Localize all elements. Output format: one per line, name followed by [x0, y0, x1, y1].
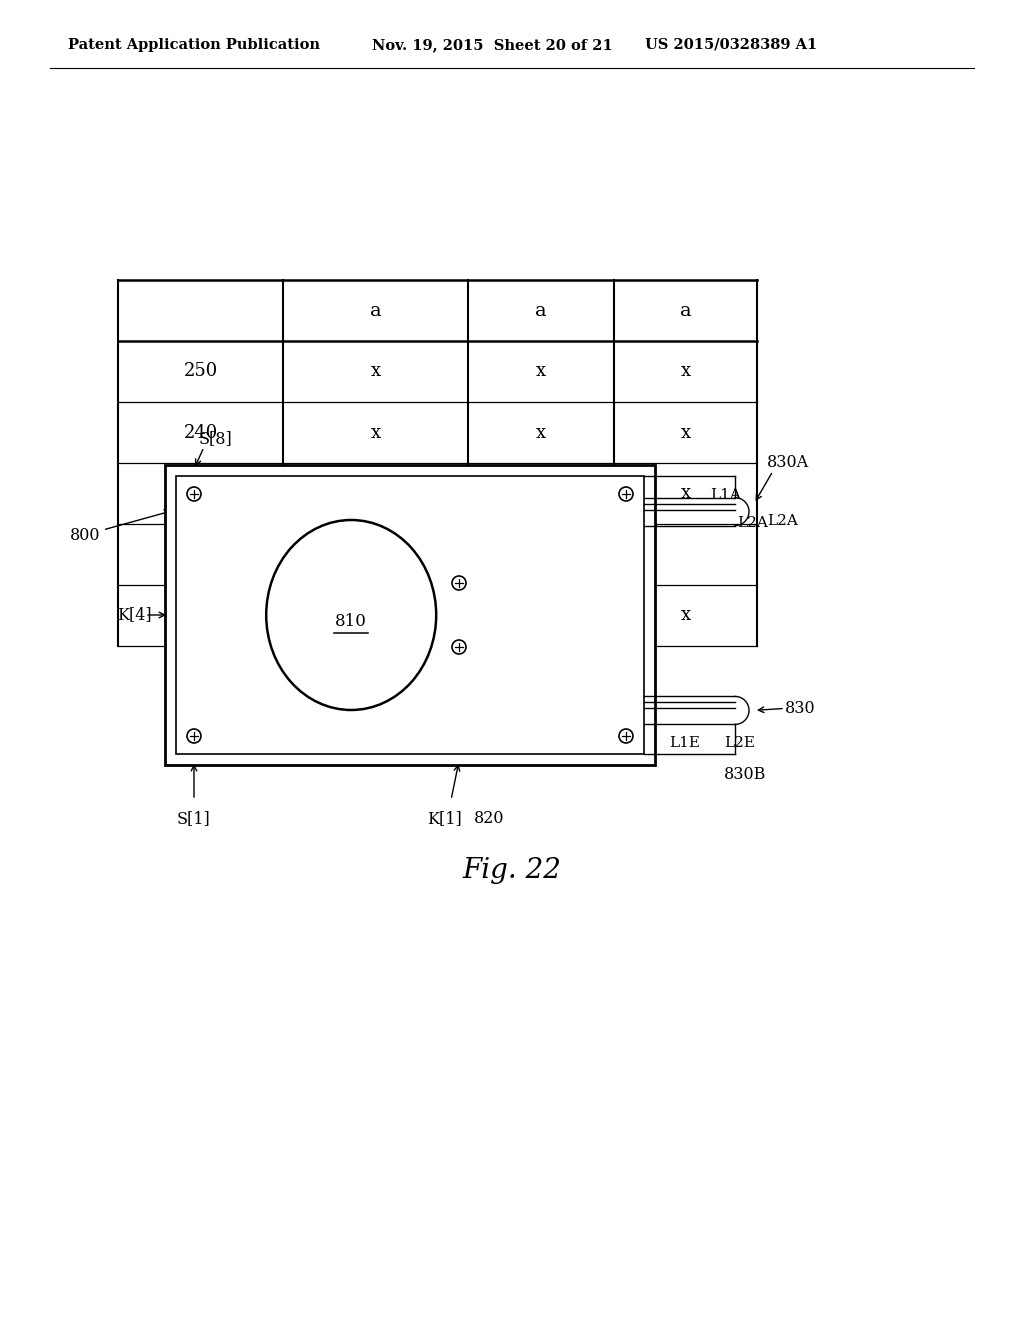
Text: 250: 250	[183, 363, 218, 380]
Text: 830: 830	[785, 700, 816, 717]
Text: x: x	[536, 363, 546, 380]
Text: L1E: L1E	[670, 737, 700, 750]
Text: 220: 220	[183, 545, 218, 564]
Text: 830A: 830A	[767, 454, 809, 471]
Text: a: a	[370, 301, 381, 319]
Text: S[1]: S[1]	[177, 810, 211, 828]
Ellipse shape	[266, 520, 436, 710]
Text: Nov. 19, 2015  Sheet 20 of 21: Nov. 19, 2015 Sheet 20 of 21	[372, 38, 612, 51]
Text: 800: 800	[70, 510, 171, 544]
Text: L2A: L2A	[737, 516, 768, 529]
Text: x: x	[536, 484, 546, 503]
Text: x: x	[371, 363, 381, 380]
Text: x: x	[680, 424, 690, 441]
Text: a: a	[536, 301, 547, 319]
Text: x: x	[536, 606, 546, 624]
Text: x: x	[371, 606, 381, 624]
Text: K[4]: K[4]	[117, 606, 152, 623]
Text: L2A: L2A	[767, 513, 798, 528]
Text: 830B: 830B	[724, 766, 766, 783]
Text: 230: 230	[183, 484, 218, 503]
Text: a: a	[680, 301, 691, 319]
Text: x: x	[680, 484, 690, 503]
Text: 810: 810	[335, 612, 368, 630]
Text: Fig. 22: Fig. 22	[463, 857, 561, 883]
Text: K[1]: K[1]	[427, 810, 462, 828]
Text: x: x	[536, 424, 546, 441]
Text: x: x	[680, 363, 690, 380]
Text: x: x	[371, 424, 381, 441]
Text: S[8]: S[8]	[199, 430, 232, 447]
Text: US 2015/0328389 A1: US 2015/0328389 A1	[645, 38, 817, 51]
Text: L1A: L1A	[710, 487, 741, 502]
Text: x: x	[536, 545, 546, 564]
Text: x: x	[680, 606, 690, 624]
Text: 820: 820	[474, 810, 504, 828]
Text: L2E: L2E	[725, 737, 756, 750]
Bar	[165, 465, 655, 766]
Text: 240: 240	[183, 424, 218, 441]
Text: 210: 210	[183, 606, 218, 624]
Text: x: x	[371, 484, 381, 503]
Bar	[176, 477, 644, 754]
Text: Patent Application Publication: Patent Application Publication	[68, 38, 319, 51]
